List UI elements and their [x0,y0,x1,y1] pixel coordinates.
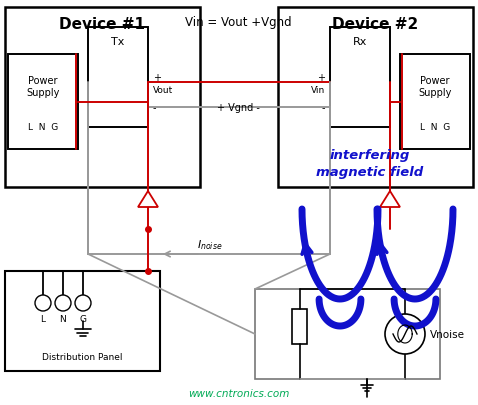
Text: Power
Supply: Power Supply [418,76,452,98]
Circle shape [385,314,425,354]
Bar [88,28,148,128]
Text: interfering: interfering [330,148,410,161]
Text: N: N [60,315,66,324]
Polygon shape [380,192,400,207]
Text: G: G [79,315,87,324]
Bar [5,8,200,188]
Bar [8,55,78,149]
Circle shape [75,295,91,311]
Text: L: L [41,315,45,324]
Text: L  N  G: L N G [420,122,450,131]
Bar [255,289,440,379]
Text: Rx: Rx [353,37,367,47]
Text: Tx: Tx [111,37,125,47]
Text: -: - [153,103,156,113]
Text: Distribution Panel: Distribution Panel [42,352,123,360]
Bar [330,28,390,128]
Text: L  N  G: L N G [28,122,58,131]
Polygon shape [138,192,158,207]
Bar [5,271,160,371]
Text: Vout: Vout [153,85,173,94]
Bar [293,309,307,344]
Text: -: - [322,103,325,113]
Text: + Vgnd -: + Vgnd - [217,103,260,113]
Bar [400,55,470,149]
Text: www.cntronics.com: www.cntronics.com [188,388,290,398]
Text: Vin: Vin [311,85,325,94]
Circle shape [55,295,71,311]
Bar [278,8,473,188]
Text: Device #1: Device #1 [59,17,145,32]
Text: magnetic field: magnetic field [316,165,424,178]
Text: $I_{noise}$: $I_{noise}$ [197,237,223,251]
Text: +: + [153,73,161,83]
Text: Vnoise: Vnoise [430,329,465,339]
Circle shape [35,295,51,311]
Text: Power
Supply: Power Supply [26,76,60,98]
Text: Device #2: Device #2 [332,17,419,32]
Text: Vin = Vout +Vgnd: Vin = Vout +Vgnd [185,15,291,28]
Text: +: + [317,73,325,83]
